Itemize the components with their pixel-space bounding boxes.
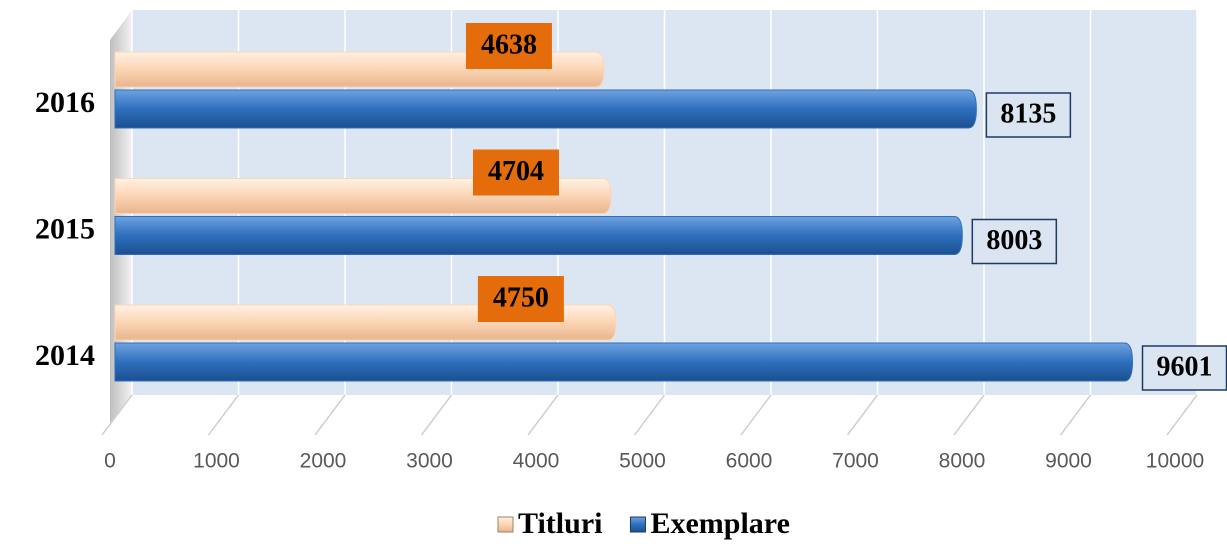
value-label: 4704 <box>488 156 544 187</box>
value-label: 9601 <box>1157 351 1213 382</box>
value-label-box <box>477 276 564 322</box>
legend-marker <box>497 516 514 533</box>
x-tick-label: 2000 <box>300 450 347 473</box>
value-label: 8135 <box>1000 98 1056 129</box>
legend-label: Titluri <box>518 507 602 540</box>
floor-line <box>420 394 453 436</box>
floor-line <box>953 394 985 436</box>
bar <box>114 89 977 129</box>
floor-line <box>1059 394 1092 436</box>
x-tick-label: 6000 <box>726 450 773 473</box>
floor-line <box>633 394 666 436</box>
floor-line <box>207 394 240 436</box>
x-tick-label: 3000 <box>406 450 453 473</box>
bar <box>114 216 963 255</box>
x-tick-label: 4000 <box>513 450 560 473</box>
floor-line <box>1166 394 1198 436</box>
value-label-box <box>472 149 559 196</box>
floor-line <box>740 394 772 436</box>
x-tick-label: 5000 <box>619 450 666 473</box>
x-tick-label: 1000 <box>193 450 240 473</box>
value-label-box <box>971 218 1058 265</box>
value-label: 8003 <box>986 225 1042 256</box>
y-tick-label: 2016 <box>35 86 95 119</box>
floor-line <box>314 394 346 436</box>
y-tick-label: 2015 <box>35 212 95 245</box>
x-tick-label: 9000 <box>1045 450 1092 473</box>
x-tick-label: 8000 <box>939 450 986 473</box>
x-tick-label: 7000 <box>832 450 879 473</box>
floor-line <box>846 394 879 436</box>
value-label: 4750 <box>493 282 549 313</box>
value-label: 4638 <box>481 29 537 60</box>
value-label-box <box>465 23 552 69</box>
floor-line <box>527 394 559 436</box>
bar <box>114 342 1134 382</box>
legend-marker <box>629 516 646 533</box>
y-tick-label: 2014 <box>35 339 95 372</box>
floor-line <box>101 394 133 436</box>
value-label-box <box>985 92 1072 138</box>
value-label-box <box>1141 345 1227 391</box>
x-tick-label: 10000 <box>1146 450 1204 473</box>
legend-label: Exemplare <box>650 507 789 540</box>
x-tick-label: 0 <box>104 450 116 473</box>
